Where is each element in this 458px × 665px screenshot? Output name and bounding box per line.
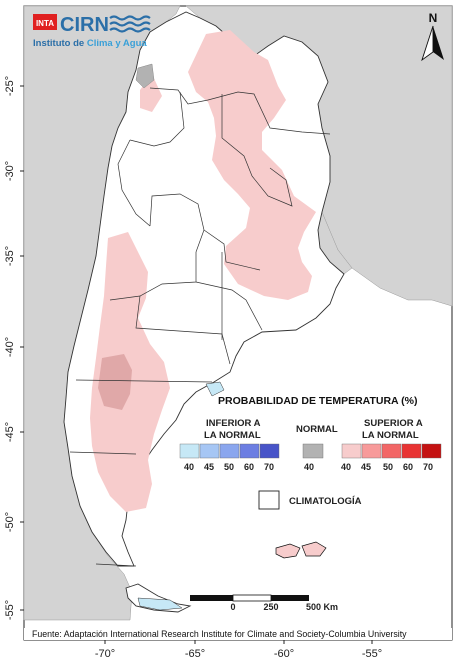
swatch-below-40 (179, 443, 200, 459)
source-note: Fuente: Adaptación International Researc… (32, 629, 407, 639)
lon-tick: -60° (274, 648, 294, 660)
swatch-above-45 (361, 443, 382, 459)
swatch-climatology (258, 490, 280, 510)
lat-tick: -35° (4, 246, 16, 266)
swatch-normal (302, 443, 324, 459)
swatch-below-70 (259, 443, 280, 459)
lat-tick: -50° (4, 512, 16, 532)
cirn-logo: INTA CIRN Instituto de Clima y Agua (33, 14, 151, 49)
legend-normal-value: 40 (304, 462, 314, 472)
legend-below-value: 50 (224, 462, 234, 472)
legend-above-value: 70 (423, 462, 433, 472)
north-arrow-label: N (429, 11, 438, 25)
lon-tick: -65° (185, 648, 205, 660)
swatch-above-40 (341, 443, 362, 459)
lat-tick: -30° (4, 161, 16, 181)
scale-label: 500 Km (306, 602, 338, 612)
lat-tick: -40° (4, 337, 16, 357)
legend-above-swatches (341, 443, 442, 459)
malvinas-islands (275, 541, 327, 559)
legend-below-value: 40 (184, 462, 194, 472)
above-normal-45-area (98, 354, 132, 410)
legend-normal-label: NORMAL (296, 424, 338, 435)
scale-bar: 0 250 500 Km (190, 594, 338, 612)
legend-below-label-1: INFERIOR A (206, 418, 261, 429)
legend: PROBABILIDAD DE TEMPERATURA (%) INFERIOR… (179, 395, 442, 510)
cirn-wordmark: CIRN (60, 14, 109, 36)
legend-climatology-label: CLIMATOLOGÍA (289, 496, 362, 507)
legend-title: PROBABILIDAD DE TEMPERATURA (%) (218, 395, 418, 407)
lat-tick: -45° (4, 422, 16, 442)
north-arrow: N (421, 11, 444, 62)
logo-subtitle: Instituto de Clima y Agua (33, 38, 147, 49)
longitude-axis: -70° -65° -60° -55° (95, 640, 382, 660)
legend-above-value: 50 (383, 462, 393, 472)
swatch-above-50 (381, 443, 402, 459)
legend-above-value: 60 (403, 462, 413, 472)
scale-label: 250 (263, 602, 278, 612)
lat-tick: -25° (4, 76, 16, 96)
latitude-axis: -25° -30° -35° -40° -45° -50° -55° (4, 76, 24, 620)
lon-tick: -70° (95, 648, 115, 660)
water-waves-icon (109, 15, 151, 33)
lat-tick: -55° (4, 600, 16, 620)
swatch-above-70 (421, 443, 442, 459)
logo-subtitle-highlight: Clima y Agua (87, 38, 148, 49)
inta-badge (33, 14, 57, 30)
legend-below-label-2: LA NORMAL (204, 430, 261, 441)
inta-badge-text: INTA (36, 19, 54, 28)
legend-above-label-2: LA NORMAL (362, 430, 419, 441)
swatch-below-50 (219, 443, 240, 459)
legend-above-value: 40 (341, 462, 351, 472)
lon-tick: -55° (362, 648, 382, 660)
normal-area (135, 63, 155, 89)
scale-label: 0 (230, 602, 235, 612)
province-boundaries (69, 87, 331, 567)
legend-below-value: 60 (244, 462, 254, 472)
legend-below-value: 70 (264, 462, 274, 472)
legend-above-label-1: SUPERIOR A (364, 418, 423, 429)
lakes (137, 381, 225, 611)
legend-below-swatches (179, 443, 280, 459)
logo-subtitle-prefix: Instituto de (33, 38, 87, 49)
legend-below-value: 45 (204, 462, 214, 472)
swatch-above-60 (401, 443, 422, 459)
legend-above-value: 45 (361, 462, 371, 472)
swatch-below-45 (199, 443, 220, 459)
swatch-below-60 (239, 443, 260, 459)
